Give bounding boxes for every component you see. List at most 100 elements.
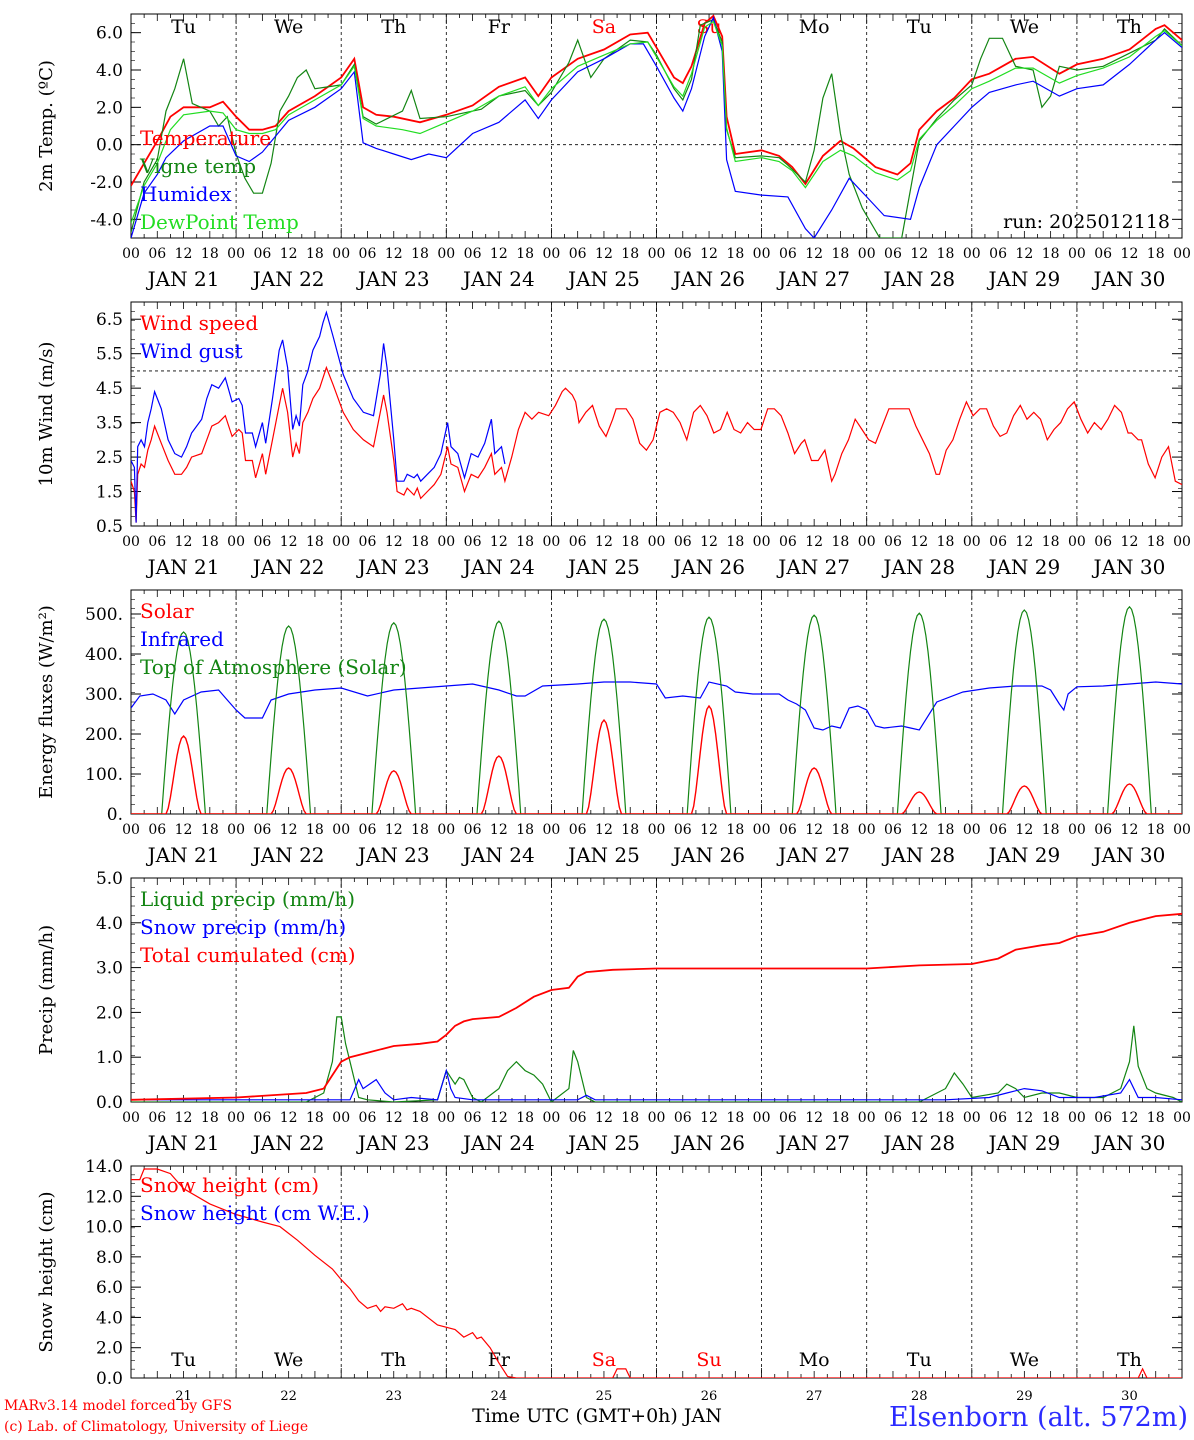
x-hour-label: 18 <box>726 246 744 262</box>
x-axis-title: Time UTC (GMT+0h) JAN <box>472 1405 722 1427</box>
x-day-number: 24 <box>491 1389 508 1404</box>
x-hour-label: 18 <box>726 534 744 550</box>
x-hour-label: 00 <box>858 822 876 838</box>
x-hour-label: 18 <box>201 534 219 550</box>
x-hour-label: 18 <box>621 246 639 262</box>
x-hour-label: 00 <box>1173 1110 1191 1126</box>
x-hour-label: 12 <box>805 1110 823 1126</box>
weekday-label: Th <box>1117 16 1142 38</box>
x-day-label: JAN 30 <box>1092 267 1166 291</box>
x-hour-label: 00 <box>542 534 560 550</box>
series-line <box>131 1068 1182 1101</box>
series-line <box>131 18 1182 238</box>
x-hour-label: 18 <box>201 1110 219 1126</box>
x-hour-label: 06 <box>884 534 902 550</box>
x-day-label: JAN 28 <box>881 267 955 291</box>
legend-entry: Infrared <box>140 627 224 651</box>
x-hour-label: 12 <box>280 246 298 262</box>
x-hour-label: 06 <box>779 534 797 550</box>
x-day-label: JAN 25 <box>566 1131 640 1155</box>
weekday-label: Tu <box>171 1349 196 1371</box>
x-day-label: JAN 22 <box>251 843 325 867</box>
weekday-label: Tu <box>171 16 196 38</box>
x-hour-label: 00 <box>122 534 140 550</box>
x-hour-label: 00 <box>332 1110 350 1126</box>
x-hour-label: 12 <box>1015 246 1033 262</box>
x-hour-label: 12 <box>175 246 193 262</box>
y-tick-label: 4.0 <box>96 914 123 934</box>
x-hour-label: 18 <box>411 822 429 838</box>
x-hour-label: 18 <box>411 534 429 550</box>
x-hour-label: 18 <box>1042 1110 1060 1126</box>
y-axis-title: Precip (mm/h) <box>36 925 57 1055</box>
x-hour-label: 00 <box>227 246 245 262</box>
x-hour-label: 00 <box>753 534 771 550</box>
plot-frame <box>130 877 1183 1103</box>
x-day-label: JAN 30 <box>1092 1131 1166 1155</box>
y-tick-label: 100. <box>85 765 123 785</box>
panel-3: 0. 100. 200. 300. 400. 500. Energy fluxes (W/m… <box>36 589 1191 867</box>
x-hour-label: 12 <box>700 1110 718 1126</box>
y-axis-title: 2m Temp. (ºC) <box>36 60 57 192</box>
y-axis-title: 10m Wind (m/s) <box>36 342 57 487</box>
legend-entry: Top of Atmosphere (Solar) <box>140 655 407 679</box>
weekday-label: We <box>274 16 303 38</box>
x-hour-label: 00 <box>1068 534 1086 550</box>
x-hour-label: 12 <box>1015 822 1033 838</box>
x-hour-label: 18 <box>832 246 850 262</box>
x-hour-label: 12 <box>490 822 508 838</box>
x-hour-label: 12 <box>805 246 823 262</box>
x-hour-label: 00 <box>858 1110 876 1126</box>
x-hour-label: 06 <box>884 822 902 838</box>
x-day-label: JAN 30 <box>1092 843 1166 867</box>
legend-entry: Wind gust <box>140 339 243 363</box>
x-hour-label: 00 <box>963 534 981 550</box>
x-day-label: JAN 25 <box>566 843 640 867</box>
x-hour-label: 06 <box>779 246 797 262</box>
series-line <box>131 310 506 523</box>
x-hour-label: 18 <box>726 1110 744 1126</box>
x-hour-label: 06 <box>1094 246 1112 262</box>
x-hour-label: 12 <box>1121 246 1139 262</box>
x-hour-label: 00 <box>753 822 771 838</box>
x-day-label: JAN 23 <box>356 843 430 867</box>
series-line <box>131 912 1182 1101</box>
station-name: Elsenborn (alt. 572m) <box>889 1402 1188 1433</box>
legend-entry: Wind speed <box>140 311 258 335</box>
x-day-label: JAN 23 <box>356 555 430 579</box>
series-line-solar <box>131 704 1182 814</box>
x-hour-label: 06 <box>1094 534 1112 550</box>
x-day-number: 25 <box>596 1389 613 1404</box>
weekday-label: We <box>1010 1349 1039 1371</box>
x-hour-label: 06 <box>464 246 482 262</box>
x-hour-label: 18 <box>1042 246 1060 262</box>
x-day-label: JAN 27 <box>776 1131 850 1155</box>
x-hour-label: 18 <box>621 534 639 550</box>
y-tick-label: 0.0 <box>96 136 123 156</box>
x-hour-label: 00 <box>1068 822 1086 838</box>
x-hour-label: 18 <box>306 534 324 550</box>
y-tick-label: 10.0 <box>85 1218 123 1238</box>
x-hour-label: 06 <box>884 246 902 262</box>
x-hour-label: 00 <box>332 246 350 262</box>
x-day-label: JAN 23 <box>356 267 430 291</box>
x-day-label: JAN 22 <box>251 555 325 579</box>
x-hour-label: 00 <box>437 822 455 838</box>
x-day-label: JAN 21 <box>146 1131 220 1155</box>
x-day-number: 27 <box>806 1389 823 1404</box>
x-hour-label: 00 <box>437 534 455 550</box>
x-day-label: JAN 25 <box>566 267 640 291</box>
x-hour-label: 00 <box>542 822 560 838</box>
x-hour-label: 18 <box>1147 534 1165 550</box>
x-hour-label: 12 <box>595 246 613 262</box>
y-tick-label: 4.0 <box>96 1308 123 1328</box>
x-day-number: 21 <box>175 1389 192 1404</box>
x-hour-label: 12 <box>175 1110 193 1126</box>
y-tick-label: 4.0 <box>96 61 123 81</box>
x-day-label: JAN 29 <box>986 843 1060 867</box>
x-hour-label: 00 <box>1173 822 1191 838</box>
x-day-label: JAN 26 <box>671 267 745 291</box>
x-hour-label: 06 <box>253 1110 271 1126</box>
x-day-label: JAN 22 <box>251 1131 325 1155</box>
x-hour-label: 06 <box>569 534 587 550</box>
